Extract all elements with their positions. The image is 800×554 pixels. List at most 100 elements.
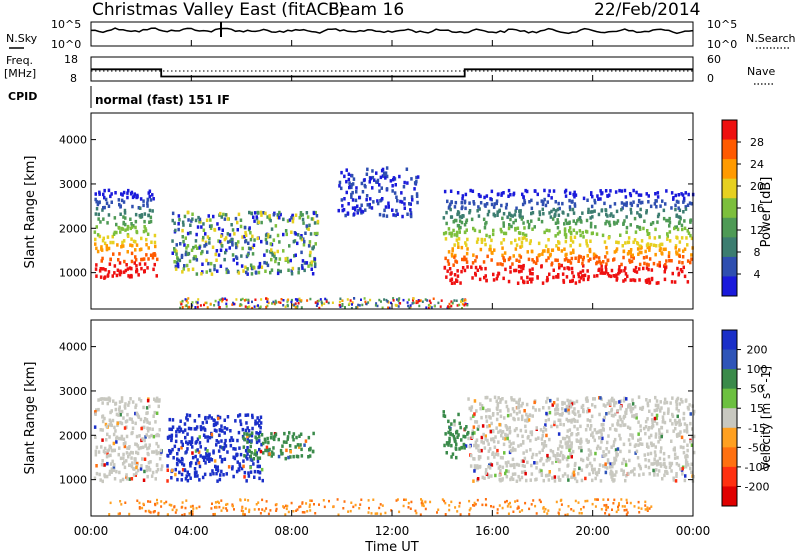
power-cell — [292, 303, 294, 307]
power-cell — [490, 250, 493, 255]
colorbar-frame — [721, 329, 738, 507]
velocity-cell — [675, 398, 679, 402]
velocity-cell — [551, 476, 554, 480]
power-cell — [105, 247, 109, 251]
velocity-cell — [573, 407, 576, 411]
power-cell — [184, 236, 187, 240]
velocity-cell — [692, 411, 695, 416]
velocity-cell — [561, 407, 564, 411]
velocity-cell — [594, 451, 597, 456]
power-cell — [437, 301, 440, 305]
velocity-cell — [490, 505, 492, 508]
velocity-cell — [618, 400, 621, 404]
power-cell — [582, 264, 585, 268]
velocity-cell — [238, 462, 241, 466]
power-cell — [684, 207, 688, 211]
power-cell — [443, 189, 447, 194]
velocity-cell — [599, 479, 603, 483]
power-cell — [496, 274, 499, 278]
velocity-cell — [463, 427, 467, 431]
velocity-cell — [645, 398, 648, 402]
velocity-cell — [473, 464, 477, 468]
power-cell — [215, 249, 219, 253]
power-cell — [658, 235, 661, 239]
power-cell — [419, 299, 422, 302]
velocity-cell — [187, 426, 191, 431]
power-cell — [504, 231, 508, 236]
velocity-cell — [617, 508, 620, 511]
power-cell — [466, 265, 469, 269]
velocity-cell — [623, 505, 626, 508]
power-cell — [415, 192, 419, 196]
power-cell — [589, 257, 592, 261]
power-cell — [402, 185, 406, 189]
power-cell — [662, 247, 665, 252]
velocity-cell — [155, 463, 159, 468]
velocity-cell — [125, 425, 128, 429]
power-cell — [659, 204, 662, 208]
velocity-cell — [644, 464, 647, 469]
velocity-cell — [202, 433, 206, 437]
velocity-cell — [625, 498, 628, 502]
power-cell — [392, 213, 395, 217]
power-cell — [146, 198, 149, 202]
velocity-cell — [256, 459, 260, 464]
velocity-cell — [552, 401, 556, 405]
velocity-cell — [196, 474, 199, 478]
velocity-cell — [368, 506, 370, 510]
velocity-cell — [285, 440, 288, 444]
velocity-cell — [175, 434, 178, 438]
power-cell — [382, 171, 386, 175]
power-cell — [649, 204, 653, 209]
velocity-cell — [566, 440, 569, 444]
power-cell — [214, 252, 217, 257]
power-cell — [570, 266, 574, 271]
velocity-cell — [459, 425, 462, 430]
velocity-cell — [216, 500, 219, 504]
velocity-cell — [220, 499, 223, 502]
power-cell — [453, 273, 457, 277]
power-cell — [308, 253, 312, 258]
power-cell — [574, 193, 578, 197]
velocity-cell — [513, 398, 516, 402]
power-cell — [344, 306, 346, 309]
xtick-label: 12:00 — [375, 524, 410, 538]
velocity-cell — [213, 428, 217, 432]
power-cell — [203, 244, 206, 248]
power-cell — [650, 268, 654, 272]
velocity-cell — [448, 508, 451, 512]
velocity-cell — [637, 432, 640, 436]
power-cell — [209, 302, 212, 306]
velocity-cell — [481, 406, 485, 411]
velocity-cell — [622, 399, 626, 403]
power-cell — [533, 225, 536, 229]
velocity-cell — [153, 510, 156, 513]
velocity-cell — [471, 429, 474, 433]
power-cell — [683, 247, 687, 251]
power-cell — [338, 184, 341, 188]
velocity-cell — [549, 448, 553, 453]
power-cell — [126, 250, 129, 254]
velocity-cell — [556, 397, 559, 402]
colorbar-swatch — [722, 427, 737, 448]
velocity-cell — [602, 464, 605, 468]
power-cell — [484, 242, 487, 247]
power-cell — [143, 219, 146, 224]
velocity-cell — [156, 502, 159, 505]
velocity-cell — [95, 464, 98, 468]
power-cell — [597, 197, 600, 201]
power-cell — [491, 232, 495, 237]
velocity-cell — [622, 472, 625, 477]
power-cell — [553, 212, 557, 217]
power-cell — [622, 222, 625, 226]
velocity-cell — [249, 444, 252, 449]
power-cell — [470, 265, 473, 269]
power-cell — [473, 228, 477, 233]
power-cell — [666, 234, 669, 238]
power-cell — [145, 237, 148, 242]
power-cell — [138, 262, 142, 266]
velocity-cell — [130, 417, 133, 422]
power-cell — [372, 200, 375, 204]
power-cell — [376, 201, 380, 206]
power-cell — [135, 243, 139, 247]
